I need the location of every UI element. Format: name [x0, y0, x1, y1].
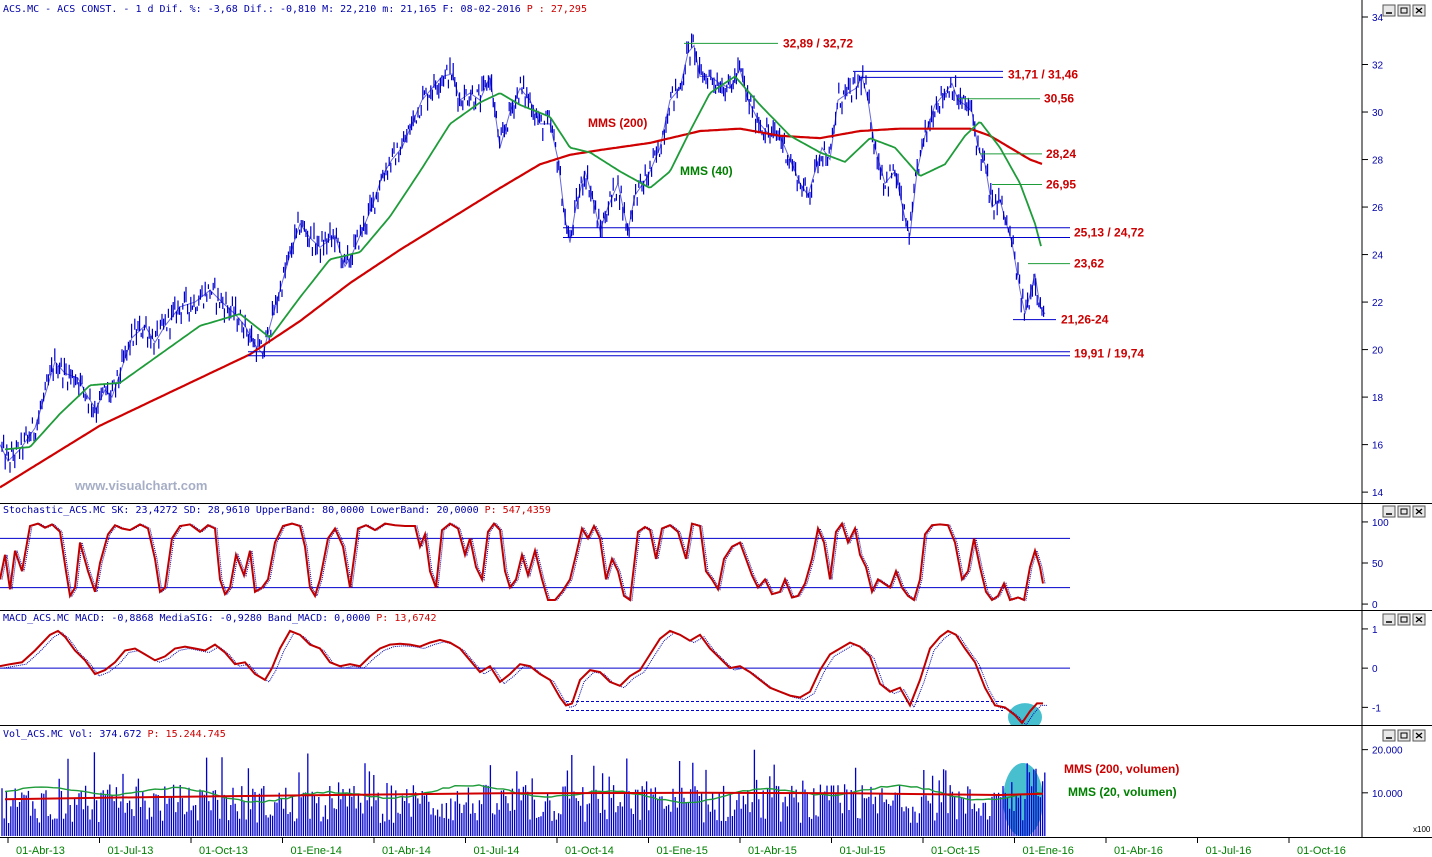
price-axis-tick-label: 18	[1372, 393, 1384, 404]
macd-axis-tick-label: -1	[1372, 703, 1381, 714]
close-icon	[1415, 508, 1423, 515]
x-tick-label: 01-Oct-15	[931, 845, 980, 857]
level-label: 26,95	[1046, 177, 1076, 191]
stoch-sk-line	[0, 521, 1044, 602]
volume-unit: x100	[1413, 825, 1431, 834]
min-button[interactable]	[1382, 505, 1396, 518]
macd-panel-header: MACD_ACS.MC MACD: -0,8868 MediaSIG: -0,9…	[3, 613, 436, 624]
price-axis-tick-label: 16	[1372, 441, 1384, 452]
level-label: 23,62	[1074, 257, 1104, 271]
price-panel-header: ACS.MC - ACS CONST. - 1 d Dif. %: -3,68 …	[3, 4, 587, 15]
level-label: 25,13 / 24,72	[1074, 226, 1144, 240]
x-tick-label: 01-Oct-13	[199, 845, 248, 857]
y-axes: 14 16 18 20 22 24 26 28 30 32 34 0 50 100 -1 0 1 10.000 20…	[1362, 13, 1431, 834]
maximize-icon	[1400, 7, 1408, 14]
max-button[interactable]	[1397, 4, 1411, 17]
x-tick-label: 01-Abr-14	[382, 845, 431, 857]
price-axis-tick-label: 20	[1372, 346, 1384, 357]
price-axis-tick-label: 30	[1372, 108, 1384, 119]
stoch-panel-header: Stochastic_ACS.MC SK: 23,4272 SD: 28,961…	[3, 505, 551, 516]
x-tick-label: 01-Ene-16	[1023, 845, 1074, 857]
x-axis: 01-Abr-13 01-Jul-13 01-Oct-13 01-Ene-14 01-A…	[7, 837, 1346, 857]
min-button[interactable]	[1382, 613, 1396, 626]
price-plot	[0, 33, 1046, 489]
vol-axis-tick-label: 20.000	[1372, 746, 1403, 757]
vol-panel-header: Vol_ACS.MC Vol: 374.672 P: 15.244.745	[3, 729, 226, 740]
level-label: 19,91 / 19,74	[1074, 347, 1144, 361]
min-button[interactable]	[1382, 4, 1396, 17]
maximize-icon	[1400, 732, 1408, 739]
close-icon	[1415, 732, 1423, 739]
annotations: 32,89 / 32,72 31,71 / 31,46 30,56 28,24 26,9…	[248, 36, 1179, 799]
min-button[interactable]	[1382, 729, 1396, 742]
stoch-axis-tick-label: 100	[1372, 518, 1389, 529]
x-tick-label: 01-Jul-16	[1206, 845, 1252, 857]
watermark: www.visualchart.com	[74, 478, 207, 493]
price-axis-tick-label: 28	[1372, 156, 1384, 167]
x-tick-label: 01-Jul-14	[474, 845, 520, 857]
volume-mms20-label: MMS (20, volumen)	[1068, 785, 1177, 799]
macd-line	[0, 629, 1043, 725]
level-label: 31,71 / 31,46	[1008, 67, 1078, 81]
level-label: 28,24	[1046, 147, 1076, 161]
macd-axis-tick-label: 1	[1372, 625, 1378, 636]
mms40-label: MMS (40)	[680, 164, 733, 178]
x-tick-label: 01-Ene-14	[291, 845, 342, 857]
x-tick-label: 01-Oct-16	[1297, 845, 1346, 857]
price-bars	[1, 33, 1045, 473]
max-button[interactable]	[1397, 505, 1411, 518]
stoch-sd-line	[1, 522, 1046, 601]
volume-highlight	[1003, 763, 1043, 836]
close-icon	[1415, 616, 1423, 623]
maximize-icon	[1400, 616, 1408, 623]
macd-axis-tick-label: 0	[1372, 664, 1378, 675]
x-tick-label: 01-Abr-16	[1114, 845, 1163, 857]
volume-bars	[1, 749, 1046, 836]
vol-axis-tick-label: 10.000	[1372, 789, 1403, 800]
max-button[interactable]	[1397, 729, 1411, 742]
price-axis-tick-label: 24	[1372, 251, 1384, 262]
mms200-line	[0, 127, 1043, 489]
volume-plot	[1, 749, 1046, 836]
x-tick-label: 01-Abr-15	[748, 845, 797, 857]
x-tick-label: 01-Jul-15	[840, 845, 886, 857]
volume-mms200-line	[4, 791, 1044, 801]
x-tick-label: 01-Jul-13	[108, 845, 154, 857]
mms200-label: MMS (200)	[588, 116, 647, 130]
price-axis-tick-label: 14	[1372, 488, 1384, 499]
level-label: 21,26-24	[1061, 313, 1109, 327]
macd-plot	[0, 629, 1070, 725]
x-tick-label: 01-Abr-13	[16, 845, 65, 857]
x-tick-label: 01-Oct-14	[565, 845, 614, 857]
level-label: 32,89 / 32,72	[783, 36, 853, 50]
price-axis-tick-label: 22	[1372, 298, 1384, 309]
maximize-icon	[1400, 508, 1408, 515]
price-axis-tick-label: 32	[1372, 61, 1384, 72]
level-label: 30,56	[1044, 92, 1074, 106]
stoch-axis-tick-label: 0	[1372, 600, 1378, 611]
price-axis-tick-label: 34	[1372, 13, 1384, 24]
max-button[interactable]	[1397, 613, 1411, 626]
x-tick-label: 01-Ene-15	[657, 845, 708, 857]
price-axis-tick-label: 26	[1372, 203, 1384, 214]
macd-signal-line	[3, 632, 1047, 725]
mms40-line	[4, 75, 1042, 451]
close-icon	[1415, 7, 1423, 14]
stoch-axis-tick-label: 50	[1372, 559, 1384, 570]
volume-mms200-label: MMS (200, volumen)	[1064, 762, 1179, 776]
stochastic-plot	[0, 521, 1070, 602]
price-line	[0, 44, 1046, 463]
